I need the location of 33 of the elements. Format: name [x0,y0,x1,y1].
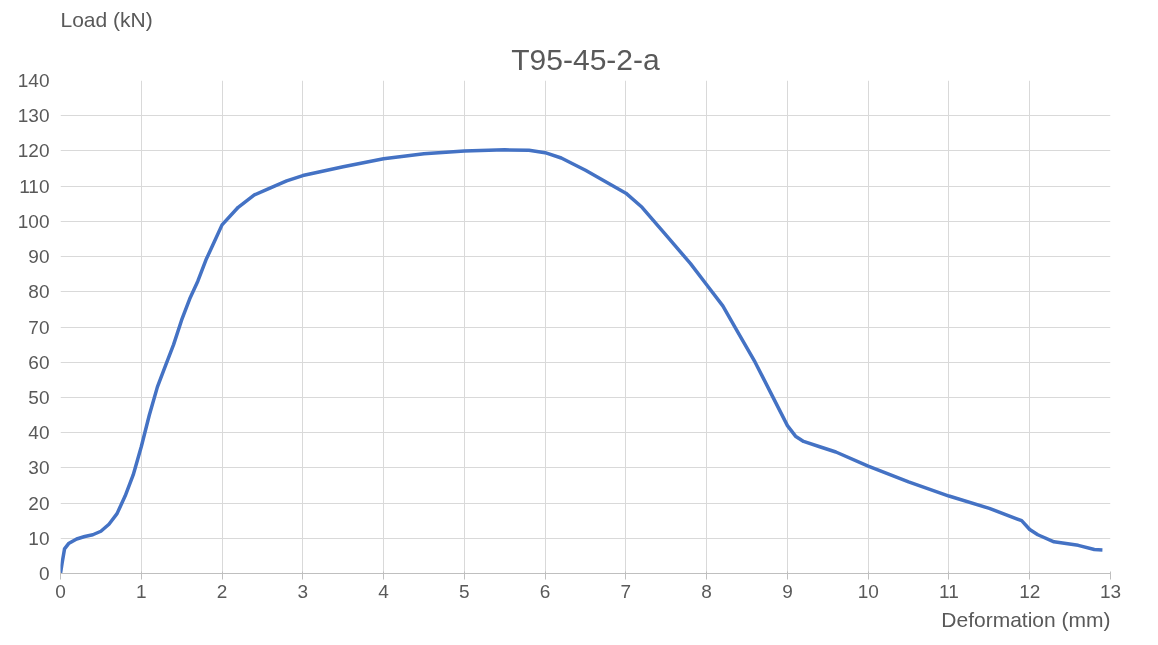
x-tick-label: 0 [55,580,66,602]
x-tick-label: 10 [857,580,879,602]
y-tick-label: 130 [17,105,50,127]
y-tick-label: 110 [19,175,50,197]
x-tick-label: 1 [135,580,147,602]
y-tick-label: 30 [28,457,50,479]
y-axis-title: Load (kN) [60,7,153,31]
y-tick-label: 10 [28,527,50,549]
y-tick-label: 80 [28,281,50,303]
y-tick-label: 100 [17,210,50,232]
x-axis-title: Deformation (mm) [941,607,1111,631]
y-tick-label: 0 [38,563,50,584]
x-tick-label: 5 [459,580,470,602]
y-tick-label: 140 [17,70,50,91]
line-series [60,148,1105,574]
x-tick-label: 12 [1019,580,1041,602]
y-tick-label: 40 [28,422,50,444]
x-tick-label: 3 [297,580,309,602]
x-tick-label: 6 [539,580,551,602]
x-tick-label: 13 [1099,580,1122,602]
y-tick-label: 20 [28,492,50,514]
y-tick-label: 60 [28,351,50,373]
x-tick-label: 8 [701,580,712,602]
x-tick-label: 11 [939,580,959,602]
x-tick-label: 7 [620,580,632,602]
y-tick-label: 50 [28,386,50,408]
y-tick-label: 70 [28,316,50,338]
x-tick-label: 2 [216,580,228,602]
x-tick-label: 9 [782,580,793,602]
x-tick-label: 4 [378,580,390,602]
y-tick-label: 90 [28,246,50,268]
chart-title: T95-45-2-a [511,42,661,76]
y-tick-label: 120 [17,140,50,162]
